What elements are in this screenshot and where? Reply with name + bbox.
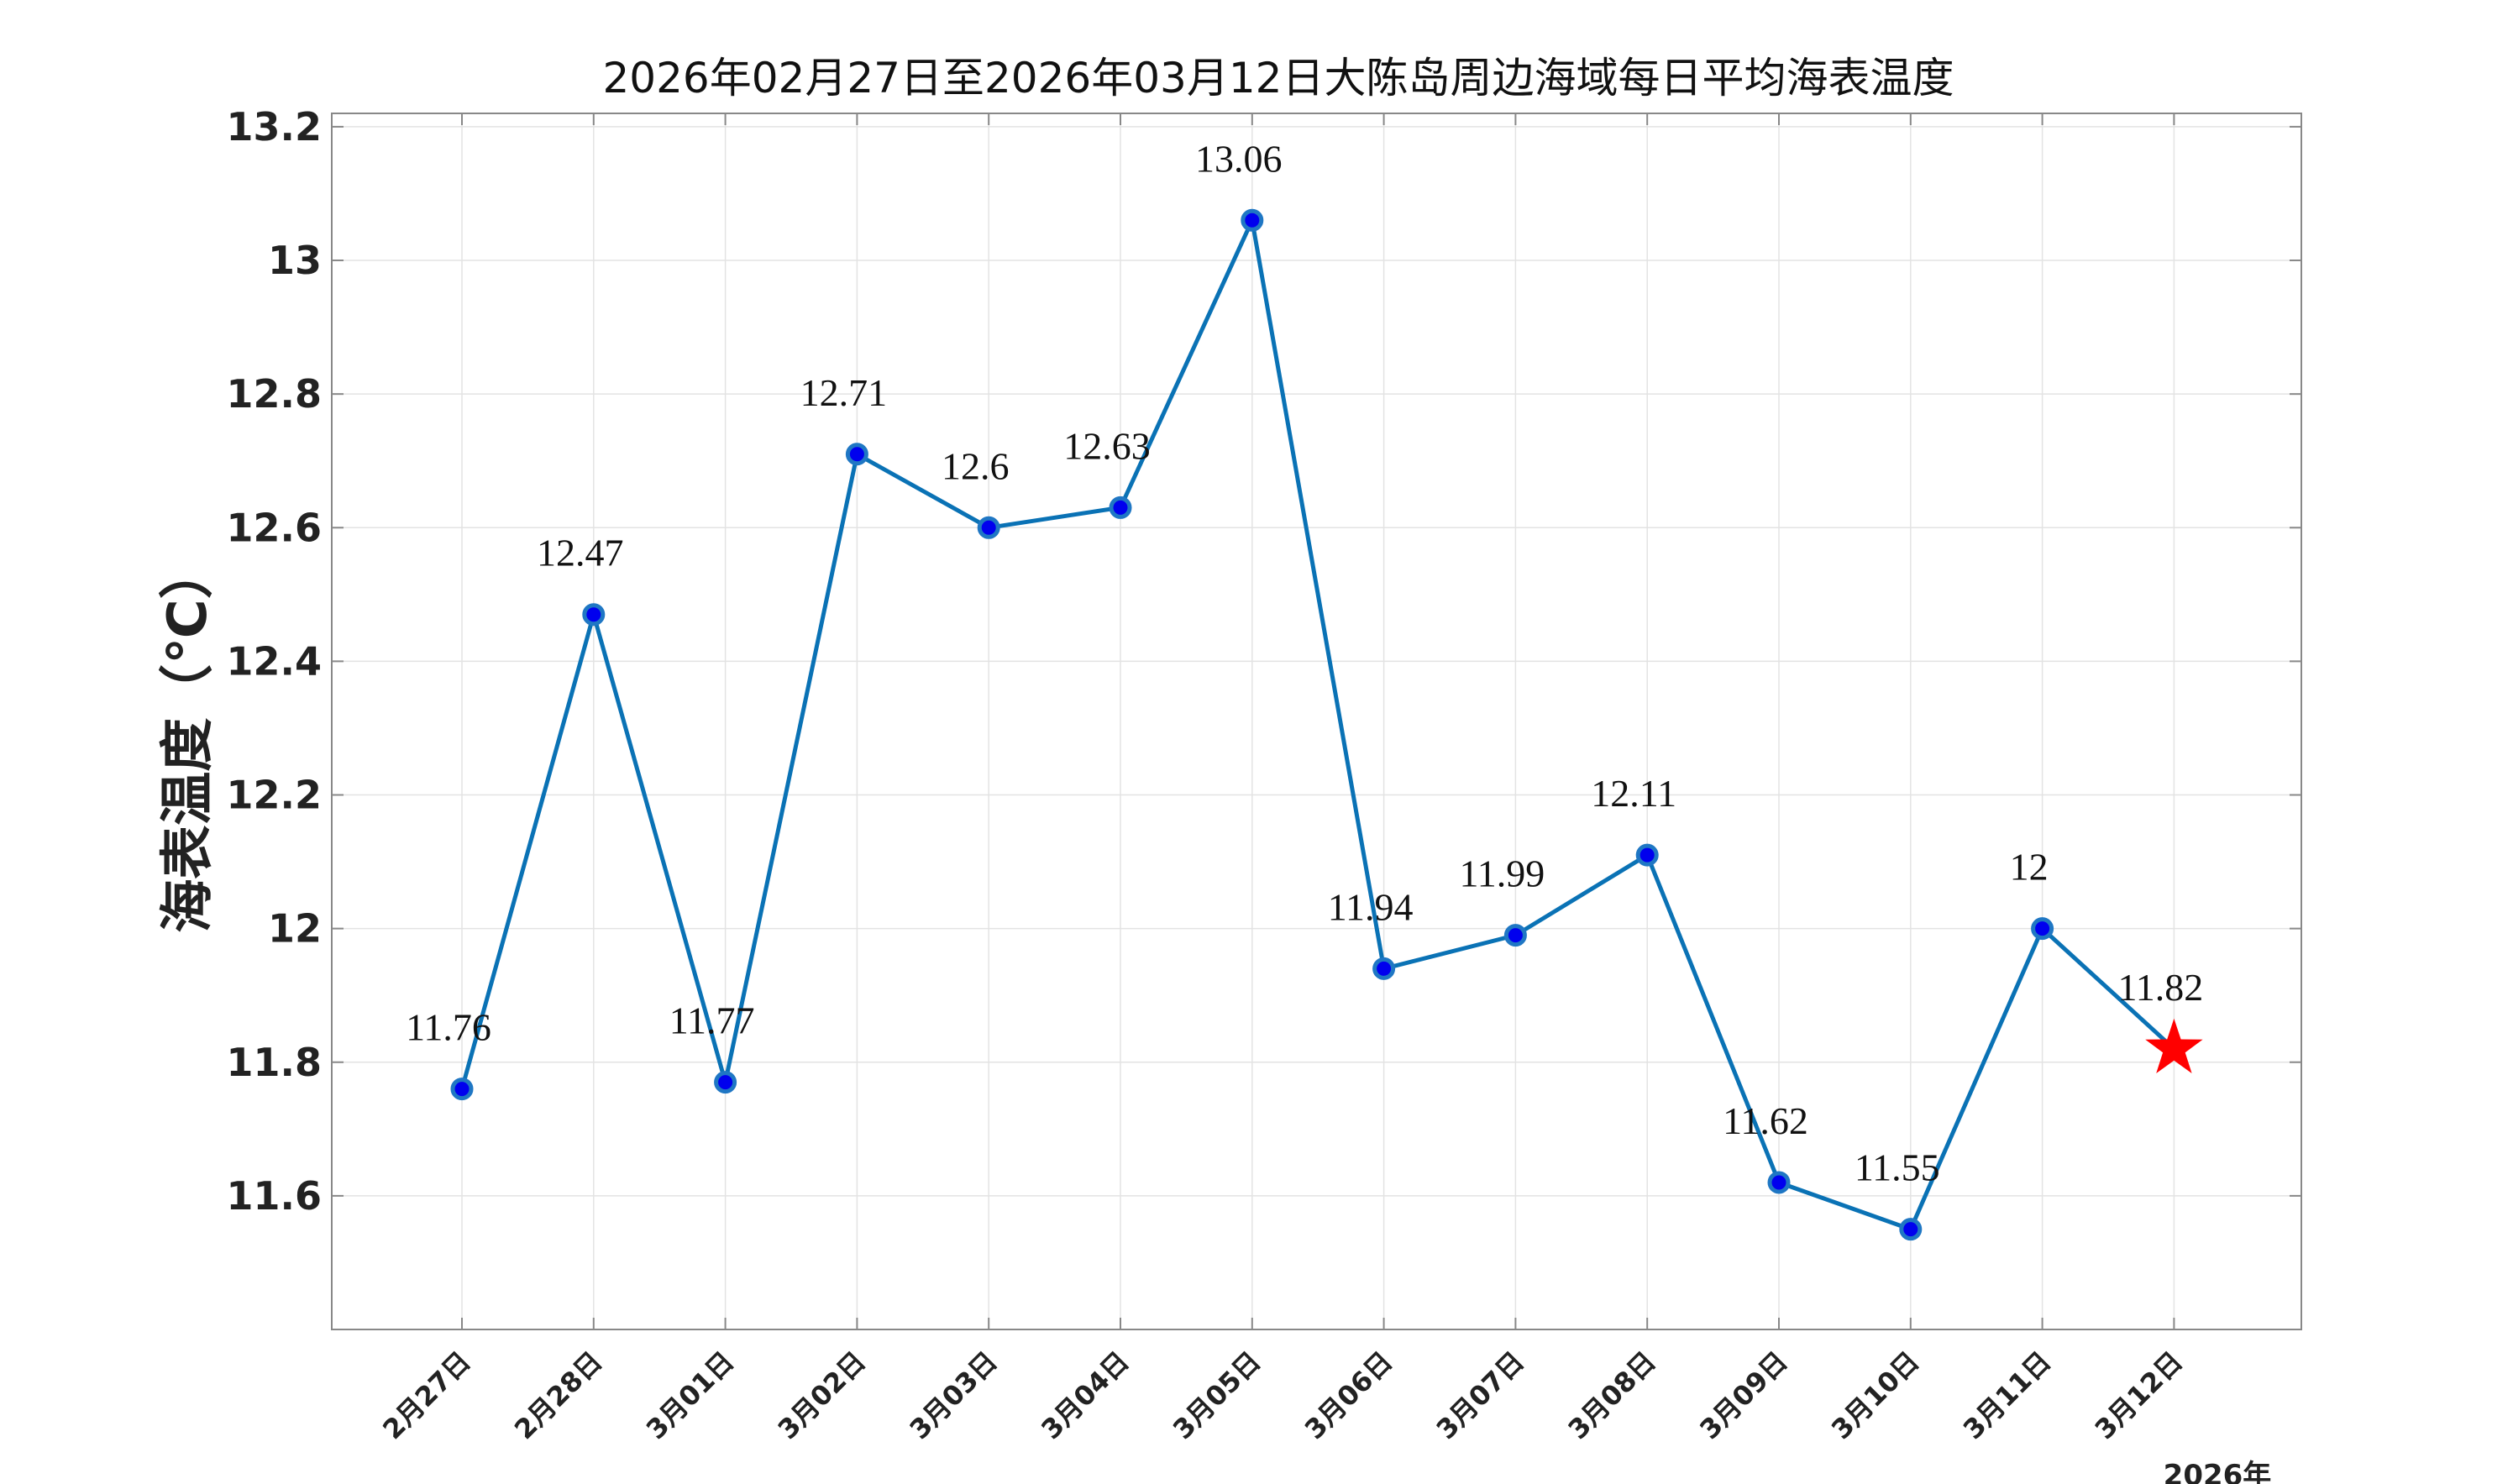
markers — [450, 208, 2203, 1241]
chart-title: 2026年02月27日至2026年03月12日大陈岛周边海域每日平均海表温度 — [603, 54, 1954, 102]
x-tick-label: 3月02日 — [772, 1345, 872, 1445]
highlight-star-marker — [2145, 1018, 2203, 1073]
data-point — [1241, 208, 1264, 232]
y-axis-label: 海表温度（℃） — [157, 545, 219, 933]
data-point — [977, 516, 1000, 539]
y-tick-label: 12.8 — [227, 371, 323, 417]
x-tick-label: 3月06日 — [1298, 1345, 1398, 1445]
data-point — [714, 1071, 737, 1094]
data-point — [1372, 957, 1396, 980]
grid — [332, 113, 2301, 1329]
y-tick-label: 11.8 — [227, 1040, 323, 1085]
x-tick-label: 3月09日 — [1693, 1345, 1793, 1445]
plot-area — [331, 113, 2302, 1330]
data-label: 11.94 — [1328, 885, 1414, 928]
y-tick-label: 13 — [268, 238, 322, 283]
data-label: 12 — [2010, 846, 2049, 889]
data-point — [582, 603, 606, 627]
data-label: 13.06 — [1195, 137, 1283, 180]
data-label: 11.99 — [1460, 852, 1545, 895]
x-tick-label: 2月27日 — [376, 1345, 476, 1445]
data-point — [1109, 496, 1132, 519]
y-axis: 11.6 11.8 12 12.2 12.4 12.6 12.8 13 13.2 — [227, 104, 2301, 1219]
data-point — [845, 443, 868, 466]
y-tick-label: 12 — [268, 906, 322, 952]
y-tick-label: 12.4 — [227, 638, 323, 684]
x-tick-label: 3月08日 — [1561, 1345, 1661, 1445]
data-point — [2031, 917, 2054, 941]
data-label: 11.55 — [1855, 1146, 1940, 1189]
x-tick-label: 3月10日 — [1825, 1345, 1925, 1445]
x-tick-label: 3月05日 — [1167, 1345, 1267, 1445]
y-tick-label: 12.2 — [227, 773, 323, 818]
data-point — [1503, 924, 1527, 947]
x-tick-label: 3月03日 — [903, 1345, 1003, 1445]
x-tick-label: 3月12日 — [2089, 1345, 2189, 1445]
x-tick-label: 3月04日 — [1035, 1345, 1135, 1445]
data-label: 12.11 — [1591, 772, 1676, 815]
data-point — [1635, 843, 1659, 867]
data-point — [1899, 1218, 1923, 1241]
data-label: 12.6 — [942, 444, 1010, 487]
data-label: 11.62 — [1723, 1099, 1808, 1142]
x-tick-label: 2月28日 — [508, 1345, 608, 1445]
data-label: 11.77 — [669, 999, 755, 1042]
x-tick-label: 3月11日 — [1957, 1345, 2057, 1445]
x-tick-label: 3月01日 — [640, 1345, 740, 1445]
x-axis-year-label: 2026年 — [2164, 1459, 2272, 1484]
data-label: 12.63 — [1063, 424, 1151, 467]
data-point — [450, 1078, 474, 1101]
series-line — [459, 212, 2176, 1232]
data-point — [1767, 1171, 1791, 1194]
y-tick-label: 13.2 — [227, 104, 323, 149]
y-tick-label: 12.6 — [227, 505, 323, 550]
data-label: 11.76 — [406, 1006, 491, 1049]
data-label: 12.47 — [537, 532, 624, 574]
data-label: 12.71 — [800, 371, 888, 414]
y-tick-label: 11.6 — [227, 1173, 323, 1219]
data-label: 11.82 — [2118, 966, 2204, 1009]
data-labels: 11.76 12.47 11.77 12.71 12.6 12.63 13.06 11.94 1… — [406, 137, 2203, 1188]
x-tick-label: 3月07日 — [1430, 1345, 1530, 1445]
x-axis: 2月27日 2月28日 3月01日 3月02日 3月03日 3月04日 3月05日 3月06日… — [376, 113, 2189, 1445]
